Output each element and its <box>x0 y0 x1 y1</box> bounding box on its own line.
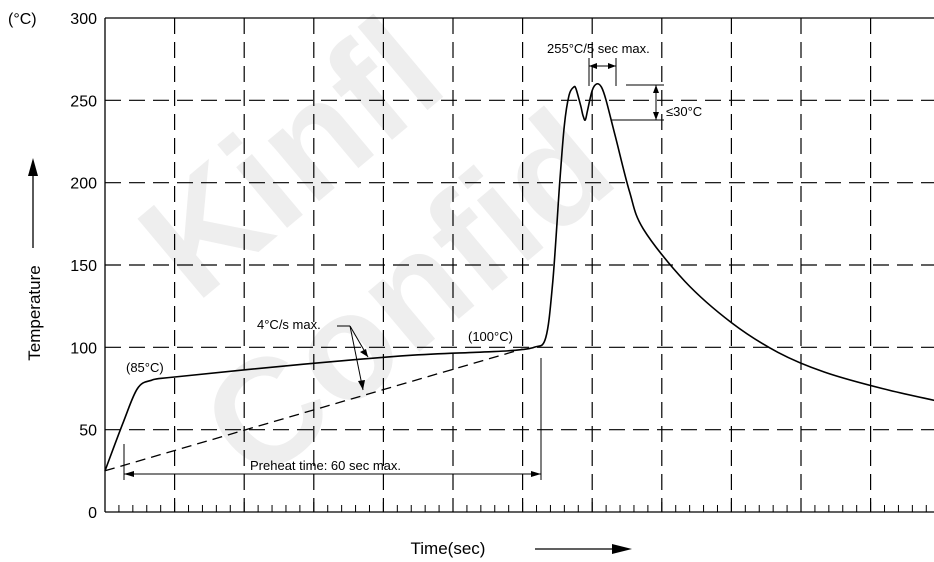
y-tick-label: 100 <box>70 340 97 357</box>
y-tick-label: 250 <box>70 93 97 110</box>
y-axis-title: Temperature <box>25 265 44 360</box>
y-axis-arrow <box>28 158 38 248</box>
ramp-rate-leader <box>337 325 369 391</box>
y-tick-label: 50 <box>79 423 97 440</box>
point-100-label: (100°C) <box>468 329 513 344</box>
y-tick-label: 150 <box>70 258 97 275</box>
x-axis-title: Time(sec) <box>411 539 486 558</box>
series-temperature-profile <box>104 82 934 472</box>
y-unit-label: (°C) <box>8 11 37 28</box>
preheat-annotation <box>123 358 542 480</box>
peak-time-annotation <box>588 58 617 86</box>
grid <box>105 18 934 512</box>
point-85-label: (85°C) <box>126 360 164 375</box>
preheat-label: Preheat time: 60 sec max. <box>250 458 401 473</box>
y-tick-label: 200 <box>70 176 97 193</box>
y-tick-label: 0 <box>88 505 97 522</box>
peak-delta-annotation <box>612 84 664 121</box>
series-ramp-limit <box>104 348 523 472</box>
ramp-rate-label: 4°C/s max. <box>257 317 321 332</box>
peak-delta-label: ≤30°C <box>666 104 702 119</box>
peak-time-label: 255°C/5 sec max. <box>547 41 650 56</box>
x-axis-minor-ticks <box>118 502 927 512</box>
y-tick-labels: 0 50 100 150 200 250 300 <box>70 11 97 522</box>
x-axis-arrow <box>535 544 632 554</box>
y-tick-label: 300 <box>70 11 97 28</box>
